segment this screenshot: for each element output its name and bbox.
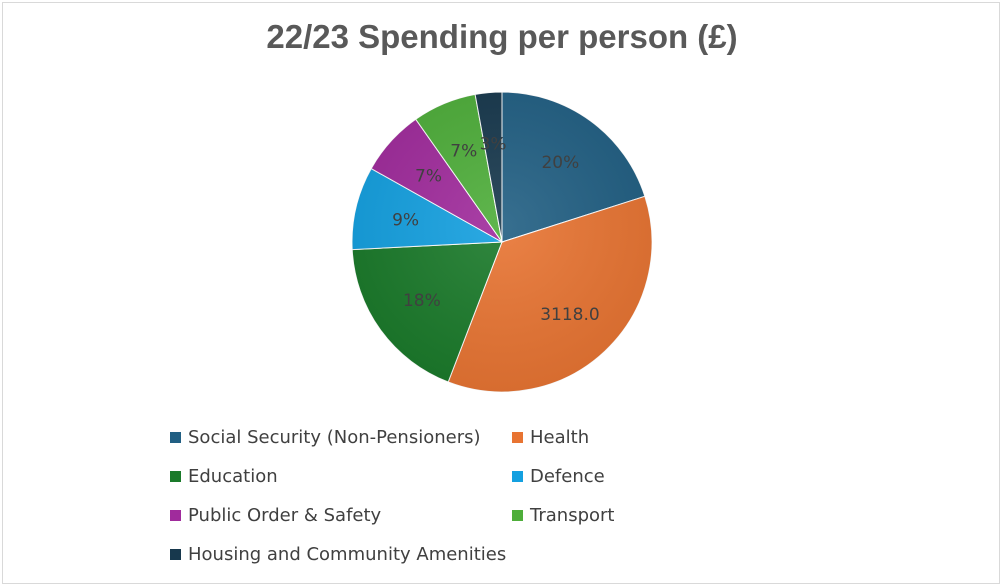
data-label-housing-and-community-amenities: 3% — [480, 134, 507, 154]
data-label-health: 3118.0 — [540, 305, 599, 325]
data-label-defence: 9% — [392, 210, 419, 230]
data-label-transport: 7% — [450, 142, 477, 162]
data-label-public-order-safety: 7% — [415, 167, 442, 187]
data-label-education: 18% — [403, 291, 441, 311]
data-label-social-security-non-pensioners: 20% — [541, 153, 579, 173]
chart-title: 22/23 Spending per person (£) — [266, 18, 738, 55]
